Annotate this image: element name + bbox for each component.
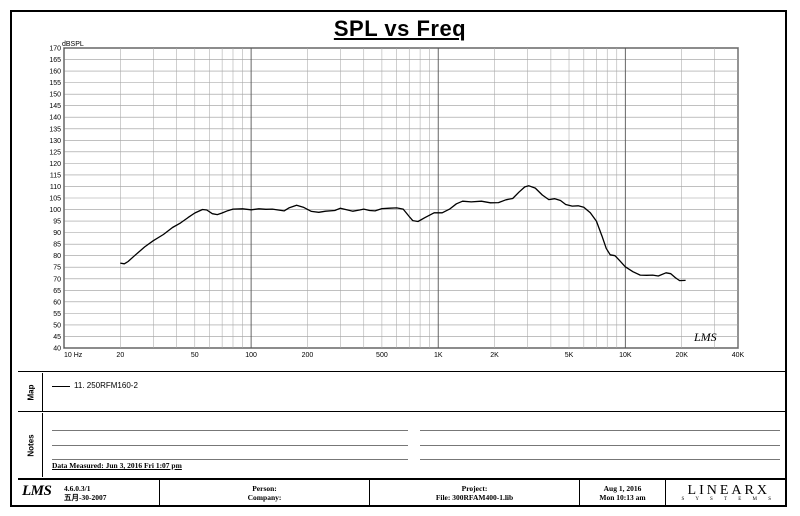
y-axis-label: dBSPL	[62, 41, 84, 48]
y-tick-label: 90	[53, 230, 61, 237]
brand-sub: S Y S T E M S	[681, 497, 776, 502]
footer-version-cell: LMS 4.6.0.3/1 五月-30-2007	[18, 480, 160, 506]
person-block: Person: Company:	[160, 484, 369, 502]
x-tick-label: 100	[245, 352, 257, 359]
x-tick-label: 1K	[434, 352, 443, 359]
version-number: 4.6.0.3/1	[64, 484, 91, 493]
company-label: Company:	[247, 493, 282, 502]
footer-project-cell: Project: File: 300RFAM400-1.lib	[370, 480, 580, 506]
map-label: Map	[26, 384, 36, 400]
notes-line	[420, 459, 780, 460]
y-tick-label: 165	[49, 57, 61, 64]
legend-entry: 11. 250RFM160-2	[74, 381, 138, 390]
x-tick-label: 40K	[732, 352, 745, 359]
x-tick-label: 500	[376, 352, 388, 359]
y-tick-label: 140	[49, 115, 61, 122]
y-tick-label: 135	[49, 126, 61, 133]
lms-logo: LMS	[22, 483, 52, 499]
y-tick-label: 75	[53, 265, 61, 272]
notes-line	[52, 430, 408, 431]
notes-side-label: Notes	[20, 413, 43, 477]
person-label: Person:	[252, 484, 277, 493]
y-tick-label: 100	[49, 207, 61, 214]
notes-line	[52, 459, 408, 460]
y-tick-label: 160	[49, 69, 61, 76]
y-tick-label: 55	[53, 311, 61, 318]
notes-line	[420, 445, 780, 446]
x-tick-label: 20	[116, 352, 124, 359]
linearx-brand: LINEARX S Y S T E M S	[682, 483, 776, 502]
date-block: Aug 1, 2016 Mon 10:13 am	[580, 484, 665, 502]
y-tick-label: 120	[49, 161, 61, 168]
map-section	[18, 371, 786, 411]
project-file: File: 300RFAM400-1.lib	[435, 493, 514, 502]
x-tick-label: 50	[191, 352, 199, 359]
footer-person-cell: Person: Company:	[160, 480, 370, 506]
project-label: Project:	[461, 484, 488, 493]
version-block: 4.6.0.3/1 五月-30-2007	[64, 484, 107, 502]
y-tick-label: 105	[49, 196, 61, 203]
y-tick-label: 70	[53, 276, 61, 283]
y-tick-label: 145	[49, 103, 61, 110]
y-tick-label: 130	[49, 138, 61, 145]
chart-title: SPL vs Freq	[333, 16, 467, 41]
y-tick-label: 95	[53, 219, 61, 226]
footer-time: Mon 10:13 am	[599, 493, 646, 502]
project-block: Project: File: 300RFAM400-1.lib	[370, 484, 579, 502]
footer-date: Aug 1, 2016	[603, 484, 642, 493]
x-tick-label: 5K	[565, 352, 574, 359]
x-tick-label: 10K	[619, 352, 632, 359]
y-tick-label: 60	[53, 299, 61, 306]
page-frame	[10, 10, 787, 507]
lms-watermark: LMS	[694, 330, 717, 344]
notes-line	[52, 445, 408, 446]
y-tick-label: 50	[53, 322, 61, 329]
series-line-spl	[120, 185, 686, 282]
y-tick-label: 85	[53, 242, 61, 249]
y-tick-label: 45	[53, 334, 61, 341]
y-tick-label: 170	[49, 46, 61, 53]
x-tick-label: 2K	[490, 352, 499, 359]
version-date: 五月-30-2007	[64, 493, 107, 502]
brand-name: LINEARX	[687, 483, 770, 498]
y-tick-label: 155	[49, 80, 61, 87]
y-tick-label: 125	[49, 149, 61, 156]
notes-section	[18, 411, 786, 477]
x-tick-label: 20K	[675, 352, 688, 359]
footer-date-cell: Aug 1, 2016 Mon 10:13 am	[580, 480, 666, 506]
date-measured: Data Measured: Jun 3, 2016 Fri 1:07 pm	[52, 461, 182, 470]
y-tick-label: 80	[53, 253, 61, 260]
y-tick-label: 65	[53, 288, 61, 295]
map-side-label: Map	[20, 373, 43, 411]
y-tick-label: 115	[50, 172, 61, 179]
legend-line-swatch	[52, 386, 70, 387]
footer-bar: LMS 4.6.0.3/1 五月-30-2007 Person: Company…	[18, 478, 786, 506]
y-tick-label: 150	[49, 92, 61, 99]
notes-label: Notes	[26, 433, 36, 457]
y-tick-label: 110	[50, 184, 61, 191]
y-tick-label: 40	[53, 346, 61, 353]
x-tick-label: 200	[302, 352, 314, 359]
notes-line	[420, 430, 780, 431]
x-tick-label: 10 Hz	[64, 352, 83, 359]
